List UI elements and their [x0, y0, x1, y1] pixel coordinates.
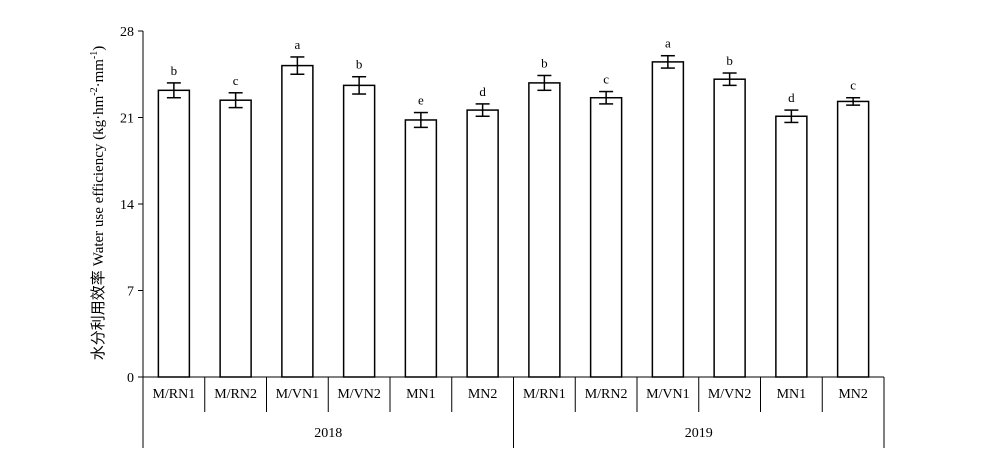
y-axis-label-end: ): [91, 46, 107, 51]
category-label: M/RN1: [523, 387, 566, 402]
significance-label: c: [850, 78, 856, 93]
bar: [713, 78, 746, 378]
category-label: MN1: [406, 387, 436, 402]
significance-label: d: [479, 84, 486, 99]
category-label: M/VN2: [708, 387, 752, 402]
y-axis-label-mid: ·mm: [91, 59, 107, 88]
category-label: M/VN1: [646, 387, 690, 402]
bar: [157, 89, 191, 378]
y-tick-label: 7: [127, 285, 134, 300]
group-label: 2018: [314, 426, 342, 441]
significance-label: a: [665, 36, 671, 51]
bar: [466, 109, 499, 378]
bar: [589, 96, 623, 378]
category-label: M/RN2: [585, 387, 628, 402]
bar: [404, 119, 438, 378]
y-axis-label-sup1: -2: [89, 87, 100, 95]
bar: [281, 64, 314, 378]
bar: [342, 84, 376, 378]
y-tick-label: 14: [120, 198, 134, 213]
y-axis-label-cn: 水分利用效率: [90, 270, 107, 360]
significance-label: b: [726, 53, 733, 68]
y-tick-label: 21: [120, 112, 134, 127]
labels: b M/RN1 c M/RN2 a M/VN1 b M/VN2 e MN1 d MN2 b M/RN1 c M…: [152, 36, 867, 441]
axes: 0 7 14 21 28: [120, 25, 885, 448]
y-axis-label-sup2: -1: [89, 51, 100, 59]
significance-label: a: [294, 37, 300, 52]
category-label: M/RN1: [152, 387, 195, 402]
y-tick-label: 28: [120, 25, 134, 40]
category-label: M/VN2: [337, 387, 381, 402]
y-axis-label: 水分利用效率 Water use efficiency (kg·hm-2·mm-1…: [89, 46, 107, 361]
category-label: M/RN2: [214, 387, 257, 402]
category-label: MN2: [468, 387, 498, 402]
bars: [157, 54, 870, 378]
significance-label: c: [603, 72, 609, 87]
group-label: 2019: [685, 426, 713, 441]
significance-label: d: [788, 90, 795, 105]
category-label: M/VN1: [276, 387, 320, 402]
y-axis-label-en: Water use efficiency (kg·hm: [91, 95, 107, 266]
category-label: MN2: [838, 387, 868, 402]
significance-label: c: [233, 73, 239, 88]
significance-label: b: [356, 57, 363, 72]
category-label: MN1: [777, 387, 807, 402]
significance-label: b: [541, 55, 548, 70]
y-tick-label: 0: [127, 371, 134, 386]
significance-label: e: [418, 93, 424, 108]
bar: [219, 99, 252, 378]
bar: [775, 115, 808, 378]
bar: [836, 100, 870, 378]
significance-label: b: [171, 63, 178, 78]
bar: [528, 82, 561, 378]
bar: [651, 61, 685, 378]
